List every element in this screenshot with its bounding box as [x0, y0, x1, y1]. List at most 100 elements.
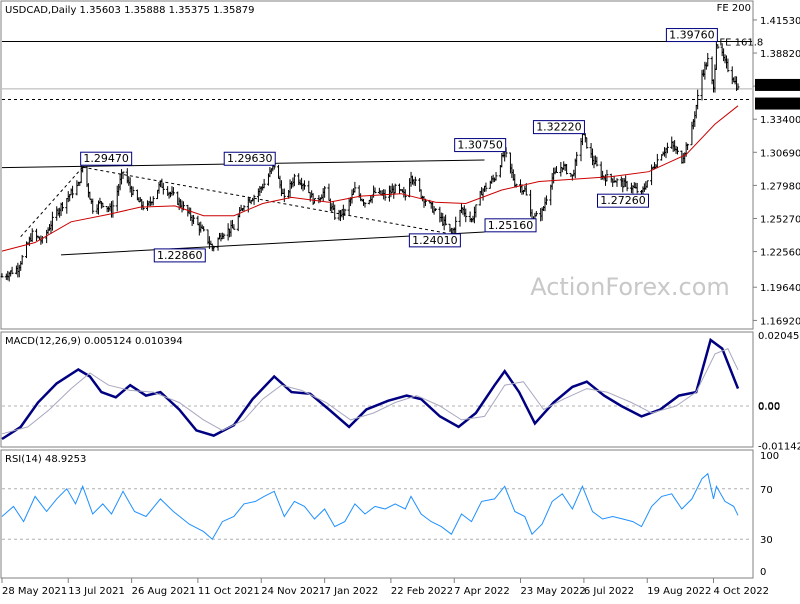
ohlc-bar-70: [141, 201, 145, 211]
ohlc-bar-175: [353, 181, 357, 193]
level-label-text: 1.22860: [157, 249, 203, 262]
ohlc-bar-185: [373, 187, 377, 194]
ohlc-bar-280: [565, 164, 569, 175]
price-y-tick-label-5: 1.27980: [760, 181, 800, 192]
level-label-text: 1.29470: [83, 152, 129, 165]
ohlc-bar-0: [0, 273, 4, 278]
x-tick-label-5: 7 Jan 2022: [325, 586, 379, 597]
rsi-panel-frame: [0, 449, 754, 579]
price-panel-frame: [0, 0, 754, 330]
price-y-tick-label-4: 1.30690: [760, 148, 800, 159]
ohlc-bar-75: [151, 196, 155, 206]
ohlc-bar-355: [716, 44, 720, 49]
ohlc-bar-150: [302, 180, 306, 190]
rsi-y-tick-label-1: 70: [760, 485, 773, 496]
ohlc-bar-270: [544, 195, 548, 205]
level-label-text: 1.25160: [488, 219, 534, 232]
macd-layer: [1, 337, 752, 441]
x-tick-label-2: 26 Aug 2021: [132, 586, 196, 597]
axes-layer: 1.415301.388201.361101.334001.306901.279…: [1, 16, 800, 597]
ohlc-bar-265: [534, 211, 538, 217]
price-right-label-box: [755, 78, 800, 91]
level-label-text: 1.30750: [457, 139, 503, 152]
ohlc-bar-130: [262, 178, 266, 189]
price-right-label-box: [755, 97, 800, 110]
fe-200-label: FE 200: [717, 3, 751, 14]
ohlc-bar-220: [444, 214, 448, 226]
macd-header: MACD(12,26,9) 0.005124 0.010394: [5, 336, 183, 347]
ohlc-bar-160: [323, 186, 327, 198]
x-tick-label-4: 24 Nov 2021: [261, 586, 325, 597]
watermark: ActionForex.com: [530, 273, 730, 301]
ohlc-bar-50: [101, 202, 105, 208]
level-label-4: 1.39760: [665, 28, 718, 43]
x-tick-label-6: 22 Feb 2022: [391, 586, 453, 597]
price-right-label-text: 1.35010: [758, 100, 799, 111]
macd-y-tick-label-1: 0.00: [758, 402, 780, 413]
ohlc-bar-120: [242, 205, 246, 212]
ohlc-bar-100: [202, 226, 206, 232]
level-label-box: [454, 138, 507, 153]
x-tick-label-0: 28 May 2021: [2, 586, 67, 597]
ohlc-bar-95: [192, 214, 196, 225]
level-label-box: [408, 233, 461, 248]
ohlc-bar-125: [252, 194, 256, 205]
level-label-6: 1.24010: [408, 233, 461, 248]
level-label-text: 1.39760: [669, 29, 715, 42]
ohlc-bar-25: [50, 211, 54, 231]
level-label-8: 1.27260: [596, 193, 649, 208]
ohlc-bar-240: [484, 182, 488, 192]
ohlc-bar-325: [655, 153, 659, 168]
rsi-y-tick-label-2: 30: [760, 535, 773, 546]
rsi-line: [1, 472, 739, 540]
ohlc-bar-285: [575, 151, 579, 166]
macd-signal-line: [1, 347, 739, 435]
rsi-y-tick-label-0: 100: [760, 451, 779, 462]
ohlc-bar-195: [393, 183, 397, 194]
macd-panel-frame: [0, 331, 754, 448]
price-y-tick-label-9: 1.16920: [760, 316, 800, 327]
ohlc-bar-335: [676, 146, 680, 155]
ohlc-bar-315: [635, 182, 639, 194]
fe-161-label: FE 161.8: [719, 38, 763, 49]
ohlc-bar-330: [665, 142, 669, 154]
ohlc-bar-295: [595, 156, 599, 167]
level-label-box: [153, 248, 206, 263]
ohlc-bar-180: [363, 202, 367, 208]
price-y-tick-label-0: 1.41530: [760, 16, 800, 27]
ohlc-bar-45: [91, 198, 95, 214]
ohlc-bar-305: [615, 178, 619, 187]
ohlc-bar-260: [524, 183, 528, 196]
ohlc-bar-320: [645, 180, 649, 188]
ohlc-bar-65: [131, 186, 135, 196]
macd-main-line: [1, 337, 740, 441]
ohlc-bar-30: [60, 202, 64, 212]
level-label-1: 1.29630: [223, 151, 276, 166]
ohlc-bar-5: [10, 266, 14, 275]
level-label-box: [532, 120, 585, 135]
ohlc-bar-345: [696, 89, 700, 110]
macd-zero-label: 0.00: [758, 401, 780, 412]
ohlc-bar-350: [706, 52, 710, 67]
level-label-box: [665, 28, 718, 43]
ohlc-bar-310: [625, 180, 629, 192]
moving-average-line: [1, 105, 739, 252]
level-label-text: 1.27260: [600, 194, 646, 207]
price-layer: 1.29470 1.29630 1.30750 1.32220 1.39760 1.228…: [0, 28, 763, 282]
price-header: USDCAD,Daily 1.35603 1.35888 1.35375 1.3…: [5, 5, 255, 16]
ohlc-bar-105: [212, 245, 216, 252]
macd-y-tick-label-2: -0.011428: [758, 442, 800, 453]
x-tick-label-11: 4 Oct 2022: [714, 586, 769, 597]
ohlc-bar-245: [494, 172, 498, 181]
ohlc-bar-80: [161, 182, 165, 195]
ohlc-bar-85: [171, 187, 175, 196]
ohlc-bar-145: [292, 173, 296, 187]
ohlc-bar-170: [343, 208, 347, 216]
ohlc-bar-60: [121, 171, 125, 179]
ohlc-bar-165: [333, 204, 337, 220]
ohlc-bar-155: [313, 198, 317, 204]
ohlc-bar-340: [686, 143, 690, 151]
price-right-label-text: 1.35879: [758, 81, 799, 92]
